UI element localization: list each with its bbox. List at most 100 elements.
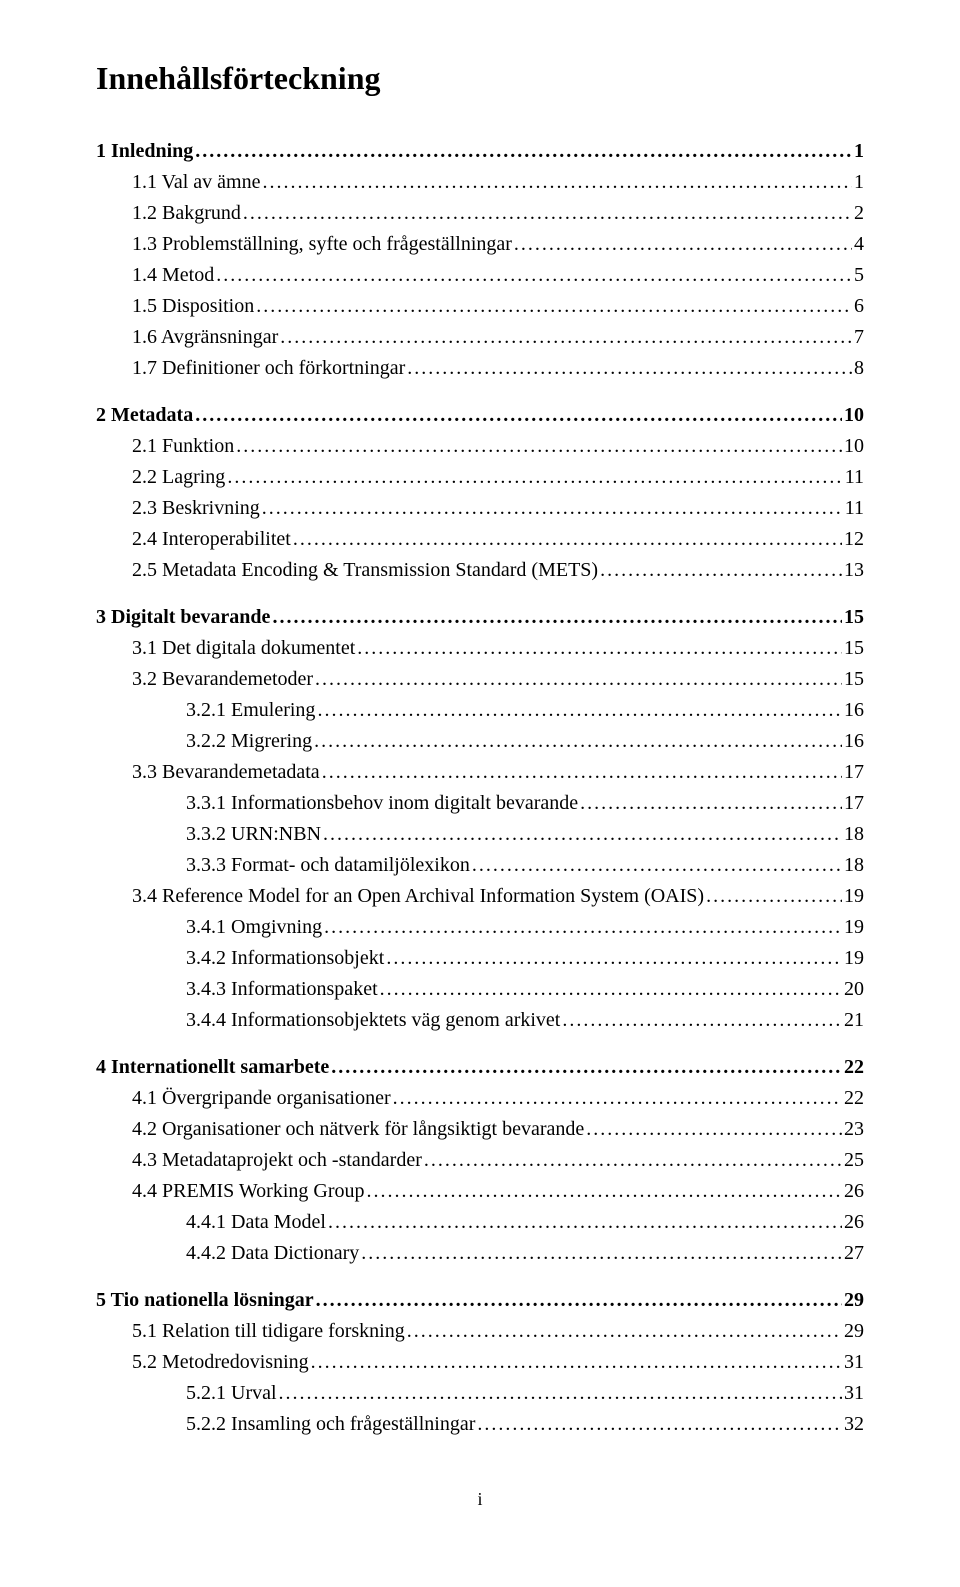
toc-entry-page: 29 xyxy=(844,1317,864,1346)
toc-entry-page: 25 xyxy=(844,1146,864,1175)
toc-leader-dots xyxy=(311,1348,842,1377)
toc-leader-dots xyxy=(272,603,842,632)
toc-entry: 2.5 Metadata Encoding & Transmission Sta… xyxy=(132,556,864,585)
toc-entry-page: 26 xyxy=(844,1177,864,1206)
toc-leader-dots xyxy=(580,789,842,818)
toc-entry-label: 1.5 Disposition xyxy=(132,292,254,321)
toc-entry-label: 1.6 Avgränsningar xyxy=(132,323,278,352)
toc-leader-dots xyxy=(243,199,852,228)
toc-leader-dots xyxy=(331,1053,842,1082)
toc-entry-page: 10 xyxy=(844,401,864,430)
toc-entry-label: 4.4 PREMIS Working Group xyxy=(132,1177,364,1206)
toc-entry: 3.3.3 Format- och datamiljölexikon18 xyxy=(186,851,864,880)
toc-leader-dots xyxy=(424,1146,842,1175)
toc-entry-label: 3.1 Det digitala dokumentet xyxy=(132,634,355,663)
toc-entry-page: 31 xyxy=(844,1348,864,1377)
toc-entry-page: 10 xyxy=(844,432,864,461)
toc-leader-dots xyxy=(562,1006,842,1035)
toc-entry-label: 3.4.3 Informationspaket xyxy=(186,975,378,1004)
toc-entry-page: 12 xyxy=(844,525,864,554)
toc-entry-page: 2 xyxy=(854,199,864,228)
toc-entry: 1.1 Val av ämne1 xyxy=(132,168,864,197)
toc-entry: 5.1 Relation till tidigare forskning29 xyxy=(132,1317,864,1346)
toc-entry: 2.3 Beskrivning11 xyxy=(132,494,864,523)
toc-entry-page: 23 xyxy=(844,1115,864,1144)
toc-entry-label: 5.2 Metodredovisning xyxy=(132,1348,309,1377)
toc-entry-label: 1 Inledning xyxy=(96,137,193,166)
toc-entry: 2.4 Interoperabilitet 12 xyxy=(132,525,864,554)
toc-entry: 3.1 Det digitala dokumentet 15 xyxy=(132,634,864,663)
toc-entry-page: 16 xyxy=(844,696,864,725)
toc-entry-page: 4 xyxy=(854,230,864,259)
toc-entry: 3.4.1 Omgivning 19 xyxy=(186,913,864,942)
toc-entry-label: 3.3.3 Format- och datamiljölexikon xyxy=(186,851,470,880)
toc-entry-label: 4.4.1 Data Model xyxy=(186,1208,326,1237)
toc-entry: 4.1 Övergripande organisationer22 xyxy=(132,1084,864,1113)
toc-entry: 3.2.1 Emulering 16 xyxy=(186,696,864,725)
toc-entry-page: 17 xyxy=(844,789,864,818)
toc-entry-label: 5.2.1 Urval xyxy=(186,1379,277,1408)
toc-entry-label: 3.2 Bevarandemetoder xyxy=(132,665,313,694)
toc-entry: 3 Digitalt bevarande15 xyxy=(96,603,864,632)
toc-entry: 3.3.1 Informationsbehov inom digitalt be… xyxy=(186,789,864,818)
toc-entry: 5.2.2 Insamling och frågeställningar32 xyxy=(186,1410,864,1439)
toc-entry-page: 31 xyxy=(844,1379,864,1408)
toc-entry: 3.3 Bevarandemetadata17 xyxy=(132,758,864,787)
toc-leader-dots xyxy=(316,1286,842,1315)
toc-entry-page: 7 xyxy=(854,323,864,352)
toc-entry: 2.1 Funktion 10 xyxy=(132,432,864,461)
toc-entry-label: 2.2 Lagring xyxy=(132,463,225,492)
toc-leader-dots xyxy=(317,696,842,725)
toc-leader-dots xyxy=(256,292,852,321)
toc-entry-label: 4 Internationellt samarbete xyxy=(96,1053,329,1082)
toc-entry-label: 2.1 Funktion xyxy=(132,432,234,461)
toc-entry-label: 4.4.2 Data Dictionary xyxy=(186,1239,359,1268)
toc-entry-label: 3.3.1 Informationsbehov inom digitalt be… xyxy=(186,789,578,818)
toc-leader-dots xyxy=(227,463,842,492)
toc-entry-label: 3.3.2 URN:NBN xyxy=(186,820,321,849)
toc-leader-dots xyxy=(315,665,842,694)
toc-leader-dots xyxy=(263,168,853,197)
toc-entry-page: 16 xyxy=(844,727,864,756)
toc-entry-page: 19 xyxy=(844,944,864,973)
toc-entry-page: 19 xyxy=(844,882,864,911)
toc-entry: 3.4.3 Informationspaket 20 xyxy=(186,975,864,1004)
toc-entry-page: 21 xyxy=(844,1006,864,1035)
toc-entry: 1.5 Disposition6 xyxy=(132,292,864,321)
toc-entry-label: 3.4.2 Informationsobjekt xyxy=(186,944,384,973)
toc-entry: 4.2 Organisationer och nätverk för långs… xyxy=(132,1115,864,1144)
toc-entry: 4.4.1 Data Model26 xyxy=(186,1208,864,1237)
toc-entry: 5.2.1 Urval 31 xyxy=(186,1379,864,1408)
toc-entry-page: 22 xyxy=(844,1084,864,1113)
toc-leader-dots xyxy=(236,432,842,461)
toc-entry-label: 5 Tio nationella lösningar xyxy=(96,1286,314,1315)
toc-leader-dots xyxy=(323,820,842,849)
toc-entry-page: 20 xyxy=(844,975,864,1004)
toc-entry: 2 Metadata 10 xyxy=(96,401,864,430)
toc-entry: 3.4.4 Informationsobjektets väg genom ar… xyxy=(186,1006,864,1035)
toc-entry: 3.2 Bevarandemetoder15 xyxy=(132,665,864,694)
toc-leader-dots xyxy=(407,354,852,383)
toc-entry-label: 1.4 Metod xyxy=(132,261,214,290)
toc-entry-page: 5 xyxy=(854,261,864,290)
toc-entry-page: 19 xyxy=(844,913,864,942)
toc-entry-page: 27 xyxy=(844,1239,864,1268)
toc-entry-label: 4.3 Metadataprojekt och -standarder xyxy=(132,1146,422,1175)
toc-entry-label: 3.2.1 Emulering xyxy=(186,696,315,725)
toc-leader-dots xyxy=(393,1084,842,1113)
toc-entry-label: 2.5 Metadata Encoding & Transmission Sta… xyxy=(132,556,598,585)
toc-entry-page: 11 xyxy=(845,463,864,492)
toc-entry-label: 3.4.4 Informationsobjektets väg genom ar… xyxy=(186,1006,560,1035)
toc-entry-label: 2 Metadata xyxy=(96,401,193,430)
toc-entry-label: 2.4 Interoperabilitet xyxy=(132,525,291,554)
toc-entry: 4.4 PREMIS Working Group 26 xyxy=(132,1177,864,1206)
toc-entry-page: 15 xyxy=(844,634,864,663)
toc-leader-dots xyxy=(380,975,842,1004)
toc-entry-page: 32 xyxy=(844,1410,864,1439)
toc-entry: 1 Inledning 1 xyxy=(96,137,864,166)
toc-leader-dots xyxy=(706,882,842,911)
toc-entry-label: 3.4.1 Omgivning xyxy=(186,913,322,942)
toc-entry-label: 3.2.2 Migrering xyxy=(186,727,312,756)
toc-entry-label: 3 Digitalt bevarande xyxy=(96,603,270,632)
toc-entry-page: 1 xyxy=(854,137,864,166)
